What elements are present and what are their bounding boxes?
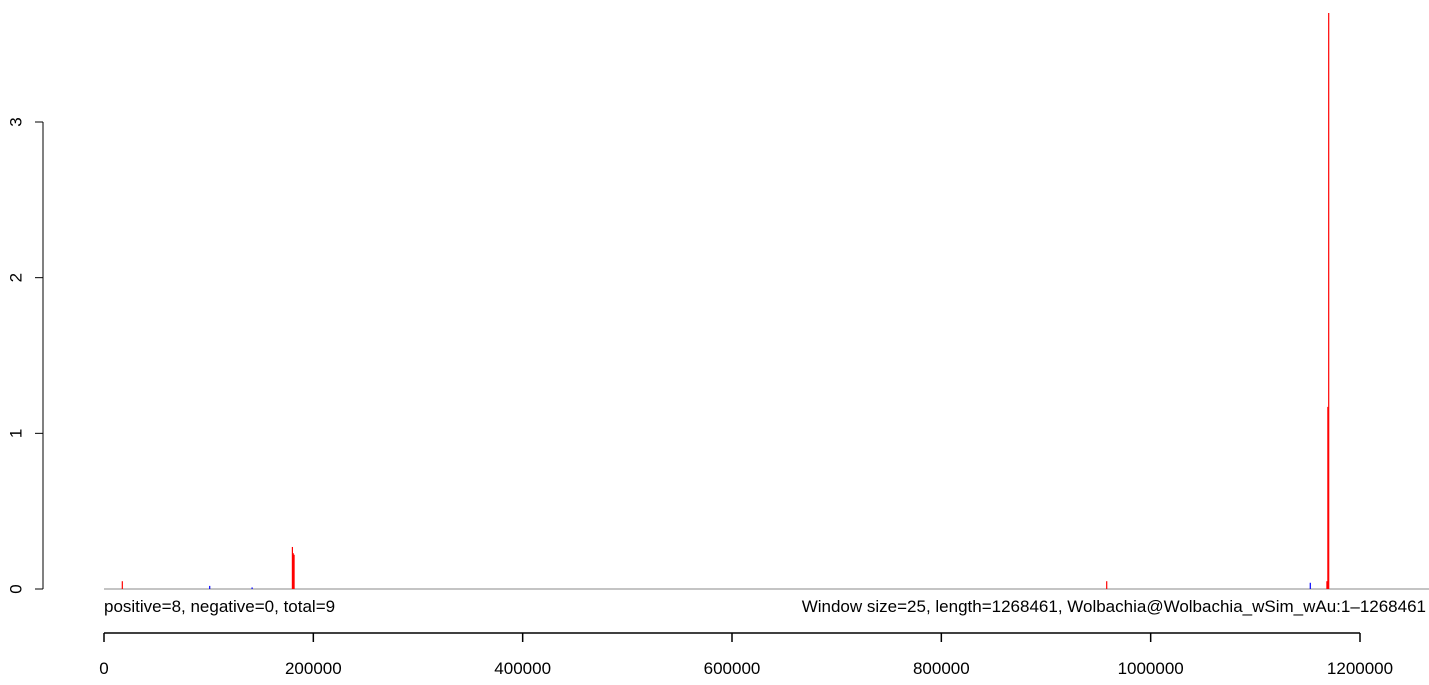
y-axis: 0 1 2 3 — [6, 117, 44, 594]
y-tick-label: 0 — [6, 584, 25, 593]
y-tick-label: 2 — [6, 273, 25, 282]
x-tick-label: 1200000 — [1327, 659, 1393, 678]
y-tick-label: 3 — [6, 117, 25, 126]
x-tick-label: 200000 — [285, 659, 342, 678]
x-tick-label: 0 — [99, 659, 108, 678]
y-tick-label: 1 — [6, 429, 25, 438]
x-tick-label: 1000000 — [1118, 659, 1184, 678]
x-tick-label: 600000 — [704, 659, 761, 678]
x-tick-label: 400000 — [494, 659, 551, 678]
x-tick-label: 800000 — [913, 659, 970, 678]
x-axis: 0 200000 400000 600000 800000 1000000 1200000 — [99, 632, 1393, 678]
annotation-right: Window size=25, length=1268461, Wolbachi… — [802, 597, 1426, 616]
bars — [121, 13, 1330, 589]
annotation-left: positive=8, negative=0, total=9 — [104, 597, 335, 616]
